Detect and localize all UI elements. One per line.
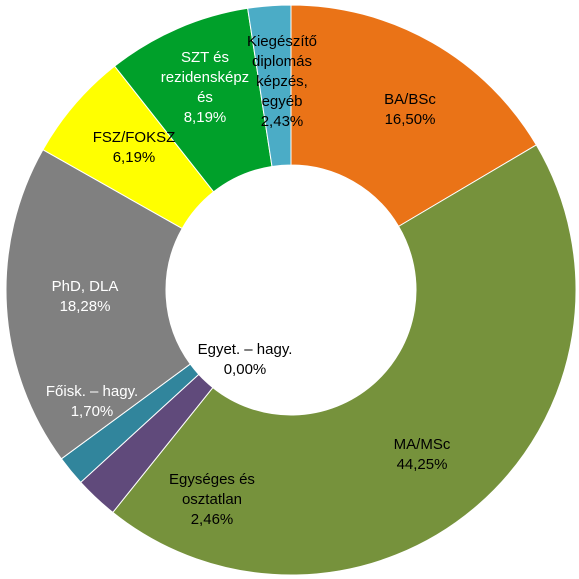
slice-label: SZT és rezidensképzés 8,19% [159, 48, 251, 128]
slice-label: Kiegészítő diplomás képzés, egyéb 2,43% [242, 32, 322, 132]
category-label: BA/BSc [384, 91, 436, 108]
value-label: 1,70% [70, 403, 114, 420]
category-label: Főisk. – hagy. [45, 383, 139, 400]
donut-slice [247, 4, 292, 168]
category-label: Kiegészítő diplomás képzés, egyéb [246, 33, 318, 110]
category-label: Egyet. – hagy. [197, 341, 293, 358]
donut-slice [290, 4, 537, 228]
value-label: 0,00% [223, 361, 267, 378]
value-label: 2,46% [190, 511, 234, 528]
value-label: 44,25% [396, 456, 448, 473]
slice-label: Egységes és osztatlan 2,46% [157, 470, 267, 530]
slice-label: Főisk. – hagy. 1,70% [37, 382, 147, 422]
category-label: PhD, DLA [51, 278, 119, 295]
slice-label: MA/MSc 44,25% [367, 435, 477, 475]
value-label: 6,19% [112, 149, 156, 166]
slice-label: FSZ/FOKSZ 6,19% [79, 128, 189, 168]
slice-label: Egyet. – hagy. 0,00% [190, 340, 300, 380]
value-label: 18,28% [59, 298, 111, 315]
value-label: 8,19% [183, 109, 227, 126]
value-label: 16,50% [384, 111, 436, 128]
category-label: SZT és rezidensképzés [160, 49, 250, 106]
donut-slice [5, 149, 191, 460]
value-label: 2,43% [260, 113, 304, 130]
category-label: MA/MSc [393, 436, 451, 453]
slice-label: PhD, DLA 18,28% [30, 277, 140, 317]
donut-slice [112, 144, 577, 576]
category-label: FSZ/FOKSZ [92, 129, 176, 146]
slice-label: BA/BSc 16,50% [355, 90, 465, 130]
category-label: Egységes és osztatlan [169, 471, 255, 508]
